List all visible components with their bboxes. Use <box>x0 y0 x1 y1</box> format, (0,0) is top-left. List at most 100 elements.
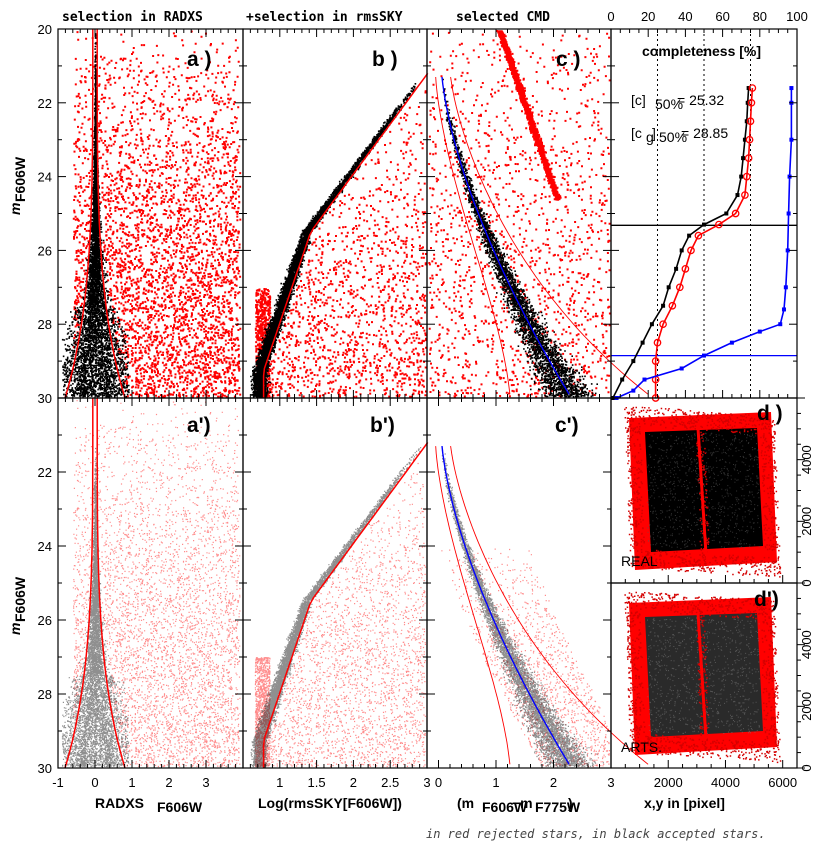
svg-text:): ) <box>568 795 573 811</box>
x-tick-label-b2: 2 <box>350 775 357 790</box>
selection-curve-right-a <box>96 29 126 399</box>
x-tick-label-d: 6000 <box>768 775 797 790</box>
completeness-point-blue <box>785 248 790 253</box>
completeness-tick-label: 40 <box>678 9 692 24</box>
accepted-points-d <box>647 432 760 549</box>
accepted-region-d <box>645 428 763 552</box>
y-tick-label-top: 28 <box>38 317 52 332</box>
completeness-point-black <box>724 211 729 216</box>
svg-text:= 25.32: = 25.32 <box>677 92 724 108</box>
completeness-tick-label: 60 <box>715 9 729 24</box>
completeness-point-black <box>640 340 645 345</box>
fiducial-line-c <box>441 76 570 395</box>
selection-curve-left-a <box>64 29 94 399</box>
svg-text:m: m <box>7 623 23 635</box>
y-axis-label-bottom: m F606W <box>7 576 28 635</box>
y-tick-label-d2: 4000 <box>799 630 814 659</box>
y-tick-label-top: 26 <box>38 243 52 258</box>
completeness-point-black <box>679 248 684 253</box>
completeness-point-black <box>687 233 692 238</box>
title-a: selection in RADXS <box>62 10 203 25</box>
svg-text:F606W: F606W <box>157 799 203 815</box>
curve-layer <box>64 29 797 769</box>
completeness-point-blue <box>789 86 794 91</box>
completeness-point-black <box>674 266 679 271</box>
y-tick-label-bottom: 26 <box>38 613 52 628</box>
x-tick-label-b2: 1.5 <box>308 775 326 790</box>
completeness-label: completeness [%] <box>642 43 761 59</box>
completeness-point-red <box>742 172 751 181</box>
completeness-point-blue <box>679 366 684 371</box>
x-tick-label-c2: 3 <box>607 775 614 790</box>
completeness-point-red <box>659 320 667 329</box>
accepted-points-c2 <box>441 449 604 768</box>
x-tick-label-c2: 0 <box>435 775 442 790</box>
svg-text:]: ] <box>652 125 656 141</box>
completeness-point-red <box>741 191 749 199</box>
completeness-point-red <box>745 135 754 144</box>
y-tick-label-top: 22 <box>38 96 52 111</box>
completeness-point-black <box>702 222 706 227</box>
svg-text:m: m <box>7 203 23 215</box>
completeness-tick-label: 80 <box>753 9 767 24</box>
panel-label-c: c ) <box>556 48 581 71</box>
svg-text:g: g <box>646 129 654 145</box>
completeness-point-black <box>666 285 671 290</box>
arts-label: ARTS. <box>621 739 662 755</box>
completeness-tick-label: 100 <box>786 9 808 24</box>
completeness-point-blue <box>778 322 783 327</box>
completeness-point-black <box>742 137 747 142</box>
x-tick-label-c2: 2 <box>550 775 557 790</box>
completeness-point-blue <box>642 377 647 382</box>
footer-note: in red rejected stars, in black accepted… <box>426 827 766 841</box>
panel-label-b2: b') <box>370 414 395 437</box>
accepted-points-b2 <box>250 447 422 768</box>
completeness-point-black <box>735 193 740 198</box>
rejected-points-b <box>254 90 427 398</box>
svg-text:= 28.85: = 28.85 <box>681 125 728 141</box>
cg50-annotation: [c g ] 50% = 28.85 <box>631 125 728 145</box>
panel-label-a2: a') <box>187 414 211 437</box>
svg-text:(m: (m <box>457 795 474 811</box>
completeness-point-red <box>668 301 677 310</box>
y-tick-label-top: 30 <box>38 391 52 406</box>
rejected-points-d2 <box>624 591 782 764</box>
title-c: selected CMD <box>456 10 550 25</box>
x-tick-label-a2: -1 <box>52 775 64 790</box>
completeness-line-1 <box>654 87 754 398</box>
x-axis-label-b: Log(rmsSKY[F606W]) <box>258 795 402 811</box>
panel-label-d: d ) <box>757 402 783 425</box>
fiducial-line-c2 <box>441 446 570 765</box>
x-tick-label-a2: 1 <box>128 775 135 790</box>
completeness-point-blue <box>786 211 791 216</box>
completeness-point-black <box>620 377 625 382</box>
y-tick-label-d2: 0 <box>799 764 814 771</box>
panel-label-c2: c') <box>555 414 579 437</box>
completeness-point-black <box>741 156 746 161</box>
completeness-point-red <box>715 220 723 229</box>
panel-label-d2: d') <box>754 588 779 611</box>
y-tick-label-d2: 2000 <box>799 692 814 721</box>
tick-marks <box>57 28 805 769</box>
completeness-point-black <box>649 322 654 327</box>
x-tick-label-b2: 2.5 <box>381 775 399 790</box>
completeness-point-red <box>731 209 740 218</box>
completeness-point-red <box>675 283 684 292</box>
y-tick-label-top: 24 <box>38 170 52 185</box>
y-axis-label-top: m F606W <box>7 156 28 215</box>
y-tick-label-d: 0 <box>799 579 814 586</box>
completeness-point-red <box>694 231 703 240</box>
accepted-points-b <box>250 83 417 398</box>
panel-label-b: b ) <box>372 48 398 71</box>
panel-label-a: a ) <box>187 48 212 71</box>
completeness-point-blue <box>729 340 734 345</box>
x-tick-label-a2: 2 <box>165 775 172 790</box>
selection-curve-right-c <box>450 76 649 395</box>
x-tick-label-c2: 1 <box>492 775 499 790</box>
selection-curve-b2 <box>262 441 429 768</box>
completeness-line-2 <box>616 88 793 399</box>
completeness-point-blue <box>757 329 762 334</box>
y-tick-label-bottom: 28 <box>38 687 52 702</box>
